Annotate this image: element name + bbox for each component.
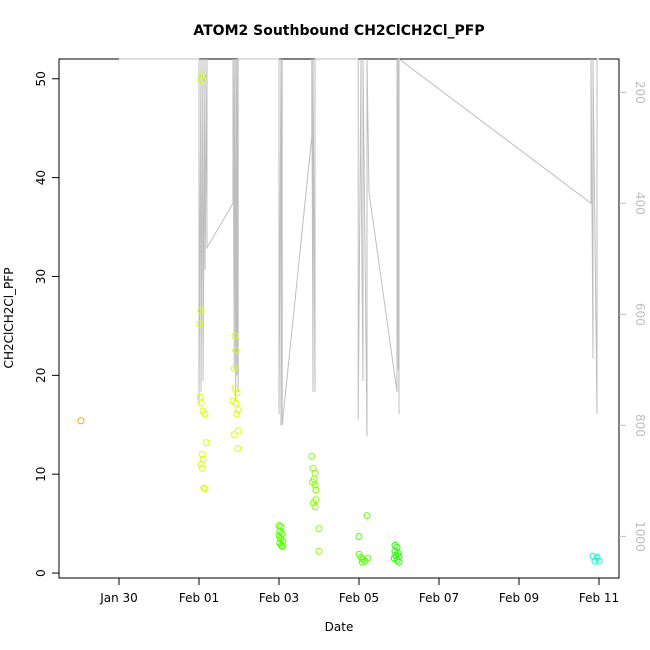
data-point xyxy=(234,445,242,452)
x-axis-label: Date xyxy=(325,620,354,634)
data-point xyxy=(201,485,209,493)
data-point xyxy=(591,557,599,565)
right-axis: 200 400 600 800 1000 xyxy=(619,81,647,552)
chart-title: ATOM2 Southbound CH2ClCH2Cl_PFP xyxy=(193,23,484,39)
y-tick-label: 10 xyxy=(34,467,48,482)
y-axis-label: CH2ClCH2Cl_PFP xyxy=(2,268,16,369)
x-tick-label: Feb 03 xyxy=(259,591,299,605)
data-point xyxy=(355,533,363,540)
data-point xyxy=(197,307,205,315)
data-point xyxy=(357,553,365,561)
data-point xyxy=(232,347,240,355)
data-point xyxy=(358,558,366,566)
data-point xyxy=(315,547,323,555)
altitude-line-layer xyxy=(119,57,599,437)
right-tick-label: 800 xyxy=(633,414,647,437)
y-tick-label: 40 xyxy=(34,170,48,185)
x-tick-label: Feb 01 xyxy=(179,591,219,605)
data-point xyxy=(595,557,603,565)
data-point xyxy=(202,439,210,447)
data-point xyxy=(312,486,320,494)
right-tick-label: 400 xyxy=(633,192,647,215)
data-point xyxy=(233,389,241,397)
y-axis: 0 10 20 30 40 50 xyxy=(34,71,59,577)
data-point xyxy=(77,417,85,425)
data-point xyxy=(230,364,238,372)
data-point xyxy=(233,410,241,418)
data-point xyxy=(234,427,242,435)
data-point xyxy=(197,399,205,407)
data-point xyxy=(311,481,319,489)
x-tick-label: Feb 09 xyxy=(499,591,539,605)
data-point xyxy=(198,450,206,458)
data-point xyxy=(277,541,285,549)
data-point xyxy=(593,553,601,561)
points-layer xyxy=(77,72,603,566)
data-point xyxy=(198,464,206,472)
data-point xyxy=(363,512,371,520)
y-tick-label: 20 xyxy=(34,368,48,383)
data-point xyxy=(315,525,323,533)
data-point xyxy=(308,452,316,460)
altitude-line xyxy=(119,57,599,437)
x-tick-label: Feb 05 xyxy=(339,591,379,605)
y-tick-label: 0 xyxy=(34,569,48,577)
data-point xyxy=(234,406,242,414)
y-tick-label: 30 xyxy=(34,269,48,284)
data-point xyxy=(230,431,238,439)
data-point xyxy=(199,72,207,80)
data-point xyxy=(395,558,403,566)
right-tick-label: 600 xyxy=(633,303,647,326)
x-tick-label: Feb 11 xyxy=(579,591,619,605)
y-tick-label: 50 xyxy=(34,71,48,86)
data-point xyxy=(359,555,367,563)
data-point xyxy=(364,554,372,562)
data-point xyxy=(196,320,204,328)
data-point xyxy=(197,76,205,84)
x-tick-label: Jan 30 xyxy=(99,591,138,605)
data-point xyxy=(200,484,208,492)
x-tick-label: Feb 07 xyxy=(419,591,459,605)
right-tick-label: 200 xyxy=(633,81,647,104)
data-point xyxy=(309,499,317,507)
data-point xyxy=(197,460,205,468)
data-point xyxy=(279,542,287,550)
data-point xyxy=(231,332,239,340)
data-point xyxy=(232,399,240,407)
data-point xyxy=(196,393,204,401)
data-point xyxy=(201,410,209,418)
right-tick-label: 1000 xyxy=(633,521,647,552)
plot-frame xyxy=(58,58,620,579)
x-axis: Jan 30 Feb 01 Feb 03 Feb 05 Feb 07 Feb 09 Feb … xyxy=(99,578,619,605)
data-point xyxy=(311,503,319,511)
data-point xyxy=(393,556,401,564)
data-point xyxy=(277,523,285,531)
